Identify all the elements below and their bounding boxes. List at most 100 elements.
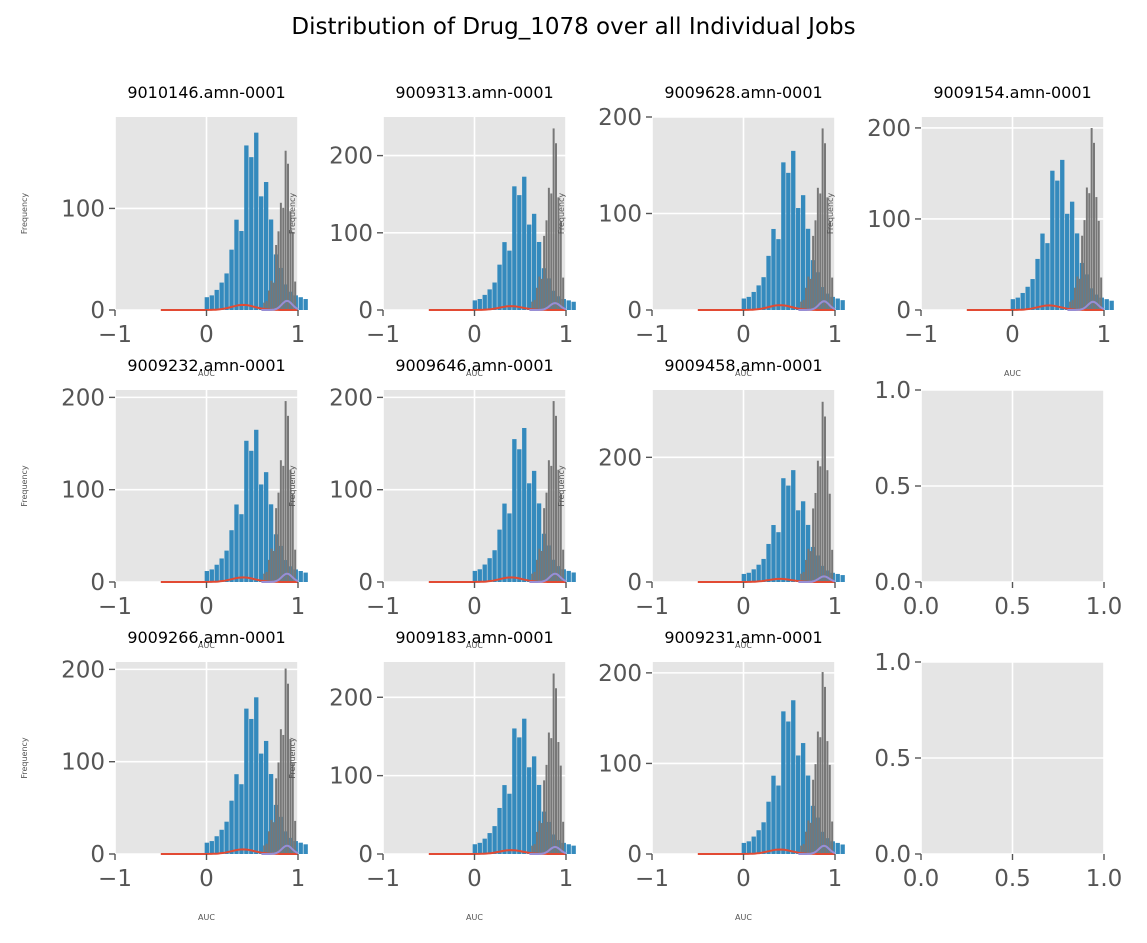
hist-bar-primary — [512, 728, 517, 854]
hist-bar-secondary — [826, 470, 829, 582]
hist-bar-secondary — [824, 416, 826, 582]
hist-bar-primary — [512, 439, 517, 582]
hist-bar-primary — [776, 785, 781, 854]
hist-bar-secondary — [802, 843, 805, 854]
hist-bar-primary — [209, 841, 214, 854]
y-tick-label: 1.0 — [874, 378, 911, 404]
hist-bar-primary — [497, 529, 502, 582]
y-tick-label: 200 — [61, 657, 105, 683]
hist-bar-secondary — [552, 128, 555, 310]
y-tick-label: 200 — [329, 385, 373, 411]
hist-bar-secondary — [275, 778, 278, 854]
hist-bar-secondary — [543, 508, 546, 582]
hist-bar-secondary — [1083, 220, 1086, 310]
hist-bar-secondary — [828, 221, 831, 310]
hist-bar-primary — [497, 264, 502, 310]
hist-bar-primary — [214, 289, 219, 310]
hist-bar-primary — [840, 575, 845, 582]
hist-bar-primary — [204, 842, 210, 854]
hist-bar-primary — [229, 530, 234, 582]
hist-bar-secondary — [559, 221, 562, 310]
hist-bar-secondary — [535, 559, 538, 582]
hist-bar-secondary — [1088, 193, 1091, 310]
hist-bar-secondary — [540, 823, 543, 854]
x-axis-label: AUC — [466, 913, 483, 922]
hist-bar-secondary — [267, 831, 270, 854]
hist-bar-secondary — [275, 244, 278, 310]
hist-bar-secondary — [816, 187, 819, 310]
hist-bar-secondary — [543, 780, 546, 854]
y-tick-label: 200 — [329, 144, 373, 170]
hist-bar-primary — [1025, 286, 1030, 310]
hist-bar-secondary — [1071, 299, 1074, 310]
hist-bar-secondary — [816, 731, 819, 854]
hist-bar-primary — [477, 299, 482, 310]
y-axis-label: Frequency — [20, 465, 29, 507]
hist-bar-primary — [781, 711, 786, 854]
hist-bar-primary — [1060, 159, 1065, 310]
x-tick-label: 1 — [828, 322, 843, 348]
hist-bar-secondary — [533, 843, 536, 854]
hist-bar-secondary — [1097, 220, 1100, 310]
subplot-title: 9009458.amn-0001 — [664, 356, 822, 375]
x-tick-label: 0 — [467, 322, 482, 348]
hist-bar-primary — [472, 570, 478, 582]
hist-bar-primary — [1030, 279, 1035, 310]
hist-bar-secondary — [826, 197, 829, 310]
hist-bar-primary — [776, 532, 781, 582]
density-line-purple — [1067, 300, 1105, 311]
hist-bar-primary — [835, 298, 840, 310]
y-tick-label: 0 — [90, 298, 105, 324]
x-tick-label: 0.5 — [994, 866, 1031, 892]
x-axis-label: AUC — [198, 641, 215, 650]
y-tick-label: 100 — [598, 751, 642, 777]
hist-bar-secondary — [267, 559, 270, 582]
hist-bar-secondary — [531, 573, 534, 582]
hist-bar-primary — [234, 774, 239, 854]
hist-bar-secondary — [267, 290, 270, 310]
hist-bar-primary — [507, 793, 512, 854]
hist-bar-secondary — [824, 686, 826, 854]
x-tick-label: 1 — [828, 594, 843, 620]
hist-bar-primary — [805, 228, 811, 310]
density-line-purple — [798, 575, 836, 583]
hist-bar-secondary — [279, 729, 282, 854]
y-tick-label: 0 — [627, 570, 642, 596]
hist-bar-primary — [741, 842, 747, 854]
hist-bar-primary — [517, 195, 522, 310]
hist-bar-primary — [800, 501, 806, 582]
hist-bar-secondary — [545, 764, 548, 854]
x-tick-label: −1 — [366, 594, 400, 620]
hist-bar-primary — [224, 821, 229, 854]
hist-bar-secondary — [277, 762, 280, 854]
y-tick-label: 200 — [598, 105, 642, 131]
hist-bar-secondary — [272, 822, 275, 854]
density-line-purple — [261, 844, 299, 855]
x-axis-label: AUC — [735, 369, 752, 378]
y-tick-label: 100 — [598, 202, 642, 228]
hist-bar-secondary — [291, 231, 294, 310]
hist-bar-primary — [791, 700, 796, 854]
hist-bar-secondary — [263, 302, 266, 310]
hist-bar-primary — [303, 299, 308, 310]
hist-bar-primary — [571, 845, 576, 854]
hist-bar-primary — [249, 718, 254, 854]
density-line-purple — [798, 844, 836, 855]
hist-bar-secondary — [547, 460, 550, 582]
hist-bar-secondary — [800, 301, 803, 310]
y-axis-label: Frequency — [20, 193, 29, 235]
hist-bar-primary — [298, 571, 303, 582]
x-tick-label: −1 — [635, 322, 669, 348]
hist-bar-primary — [224, 550, 229, 582]
y-tick-label: 100 — [329, 221, 373, 247]
x-tick-label: 0 — [736, 322, 751, 348]
hist-bar-primary — [791, 150, 796, 310]
hist-bar-primary — [522, 427, 527, 582]
hist-bar-secondary — [540, 550, 543, 582]
hist-bar-primary — [502, 785, 507, 854]
